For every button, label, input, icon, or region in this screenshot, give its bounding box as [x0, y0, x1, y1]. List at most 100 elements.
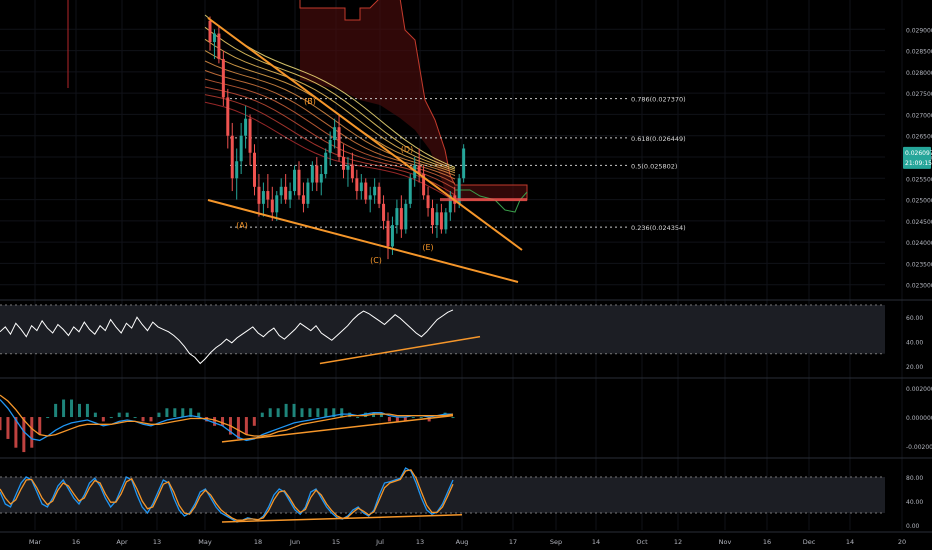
macd-pane[interactable]: -0.002000 0.000000 0.002000 — [0, 386, 932, 453]
candle-body[interactable] — [431, 208, 434, 226]
macd-histogram-bar — [395, 417, 399, 422]
wedge-trendlines[interactable] — [207, 17, 523, 283]
candle-body[interactable] — [253, 152, 256, 187]
candle-body[interactable] — [444, 212, 448, 230]
stoch-trendline[interactable] — [221, 514, 463, 523]
macd-trendline[interactable] — [221, 414, 454, 443]
candle-body[interactable] — [408, 178, 412, 204]
macd-histogram-bar — [62, 399, 66, 418]
macd-histogram-bar — [252, 417, 256, 426]
macd-histogram-bar — [213, 417, 217, 426]
candle-body[interactable] — [386, 220, 390, 247]
rsi-trendline[interactable] — [319, 335, 481, 365]
time-axis[interactable]: Mar 16 Apr 13 May 18 Jun 15 Jul 13 Aug 17 Sep 14 Oct 12… — [0, 531, 932, 546]
candle-body[interactable] — [355, 178, 359, 192]
fibonacci-retracement[interactable]: 0.786(0.027370) 0.618(0.026449) 0.5(0.0258… — [230, 96, 686, 232]
candle-body[interactable] — [368, 195, 372, 200]
candle-body[interactable] — [457, 178, 461, 204]
macd-histogram-bar — [165, 408, 169, 418]
rsi-pane[interactable]: 20.00 40.00 60.00 — [0, 304, 923, 371]
candle-body[interactable] — [346, 165, 350, 170]
candle-body[interactable] — [404, 203, 408, 230]
candle-body[interactable] — [359, 182, 363, 192]
candle-body[interactable] — [306, 182, 310, 204]
time-tick-label: Jul — [375, 538, 384, 546]
candle-body[interactable] — [293, 169, 297, 192]
stoch-k-line[interactable] — [0, 467, 454, 523]
candle-body[interactable] — [297, 169, 301, 196]
candle-body[interactable] — [439, 212, 443, 230]
candle-body[interactable] — [266, 191, 270, 200]
macd-histogram-bar — [77, 403, 81, 418]
candle-body[interactable] — [448, 195, 452, 213]
candle-body[interactable] — [310, 165, 314, 183]
cloud-fill — [300, 0, 527, 200]
macd-histogram-bar — [372, 412, 376, 418]
candle-body[interactable] — [328, 139, 332, 153]
candle-body[interactable] — [395, 208, 399, 226]
candle-body[interactable] — [226, 97, 230, 136]
candle-body[interactable] — [257, 186, 261, 204]
ma-line — [204, 60, 456, 176]
candle-body[interactable] — [270, 199, 274, 213]
candle-body[interactable] — [324, 152, 328, 175]
macd-signal-line[interactable] — [0, 394, 454, 437]
macd-histogram-bar — [340, 408, 344, 418]
macd-histogram-bar — [443, 412, 447, 418]
macd-line[interactable] — [0, 399, 453, 442]
stoch-d-line[interactable] — [0, 469, 454, 521]
candle-body[interactable] — [333, 127, 337, 140]
price-tick-label: 0.028500 — [906, 49, 932, 56]
candle-body[interactable] — [301, 195, 305, 204]
candle-body[interactable] — [382, 203, 386, 221]
macd-histogram-bar — [85, 403, 89, 418]
candle-body[interactable] — [208, 20, 212, 43]
candle-body[interactable] — [342, 157, 345, 170]
rsi-line[interactable] — [0, 309, 454, 365]
macd-histogram-bar — [316, 408, 320, 418]
fib-level-label: 0.618(0.026449) — [631, 135, 686, 143]
osc-tick-label: 40.00 — [906, 499, 923, 506]
candle-body[interactable] — [221, 59, 225, 98]
candle-body[interactable] — [284, 186, 288, 200]
candle-body[interactable] — [426, 195, 430, 209]
candle-body[interactable] — [248, 118, 252, 153]
macd-histogram-bar — [0, 417, 2, 431]
candle-body[interactable] — [279, 186, 283, 196]
candle-body[interactable] — [417, 165, 421, 175]
candle-body[interactable] — [399, 208, 403, 230]
fib-level-label: 0.786(0.027370) — [631, 96, 686, 104]
candle-body[interactable] — [319, 174, 323, 183]
candle-body[interactable] — [217, 33, 221, 60]
time-tick-label: Jun — [289, 538, 300, 546]
candle-body[interactable] — [373, 186, 377, 196]
candle-body[interactable] — [275, 195, 279, 213]
fib-level-label: 0.5(0.025802) — [631, 162, 677, 170]
candle-body[interactable] — [422, 174, 426, 196]
candle-body[interactable] — [230, 135, 234, 179]
candle-body[interactable] — [235, 161, 239, 179]
candle-body[interactable] — [462, 148, 466, 179]
macd-histogram-bar — [93, 412, 97, 418]
candle-body[interactable] — [390, 225, 394, 247]
candle-body[interactable] — [288, 191, 292, 200]
candle-body[interactable] — [244, 118, 248, 136]
candlestick-series[interactable] — [208, 16, 528, 260]
candle-body[interactable] — [435, 212, 439, 226]
candle-body[interactable] — [350, 165, 354, 179]
time-tick-label: Oct — [636, 538, 648, 546]
candle-body[interactable] — [212, 33, 216, 43]
candle-body[interactable] — [315, 165, 319, 183]
candle-body[interactable] — [364, 182, 368, 200]
lower-wedge-line[interactable] — [207, 199, 519, 283]
candle-body[interactable] — [337, 127, 341, 157]
macd-histogram-bar — [173, 408, 177, 418]
stochastic-pane[interactable]: 0.00 40.00 80.00 — [0, 467, 923, 530]
upper-wedge-line[interactable] — [207, 17, 523, 251]
price-badge-countdown: 21:09:15 — [905, 160, 932, 167]
candle-body[interactable] — [239, 135, 243, 162]
macd-histogram-bar — [427, 417, 431, 422]
candle-body[interactable] — [377, 186, 381, 204]
candle-body[interactable] — [261, 191, 265, 204]
